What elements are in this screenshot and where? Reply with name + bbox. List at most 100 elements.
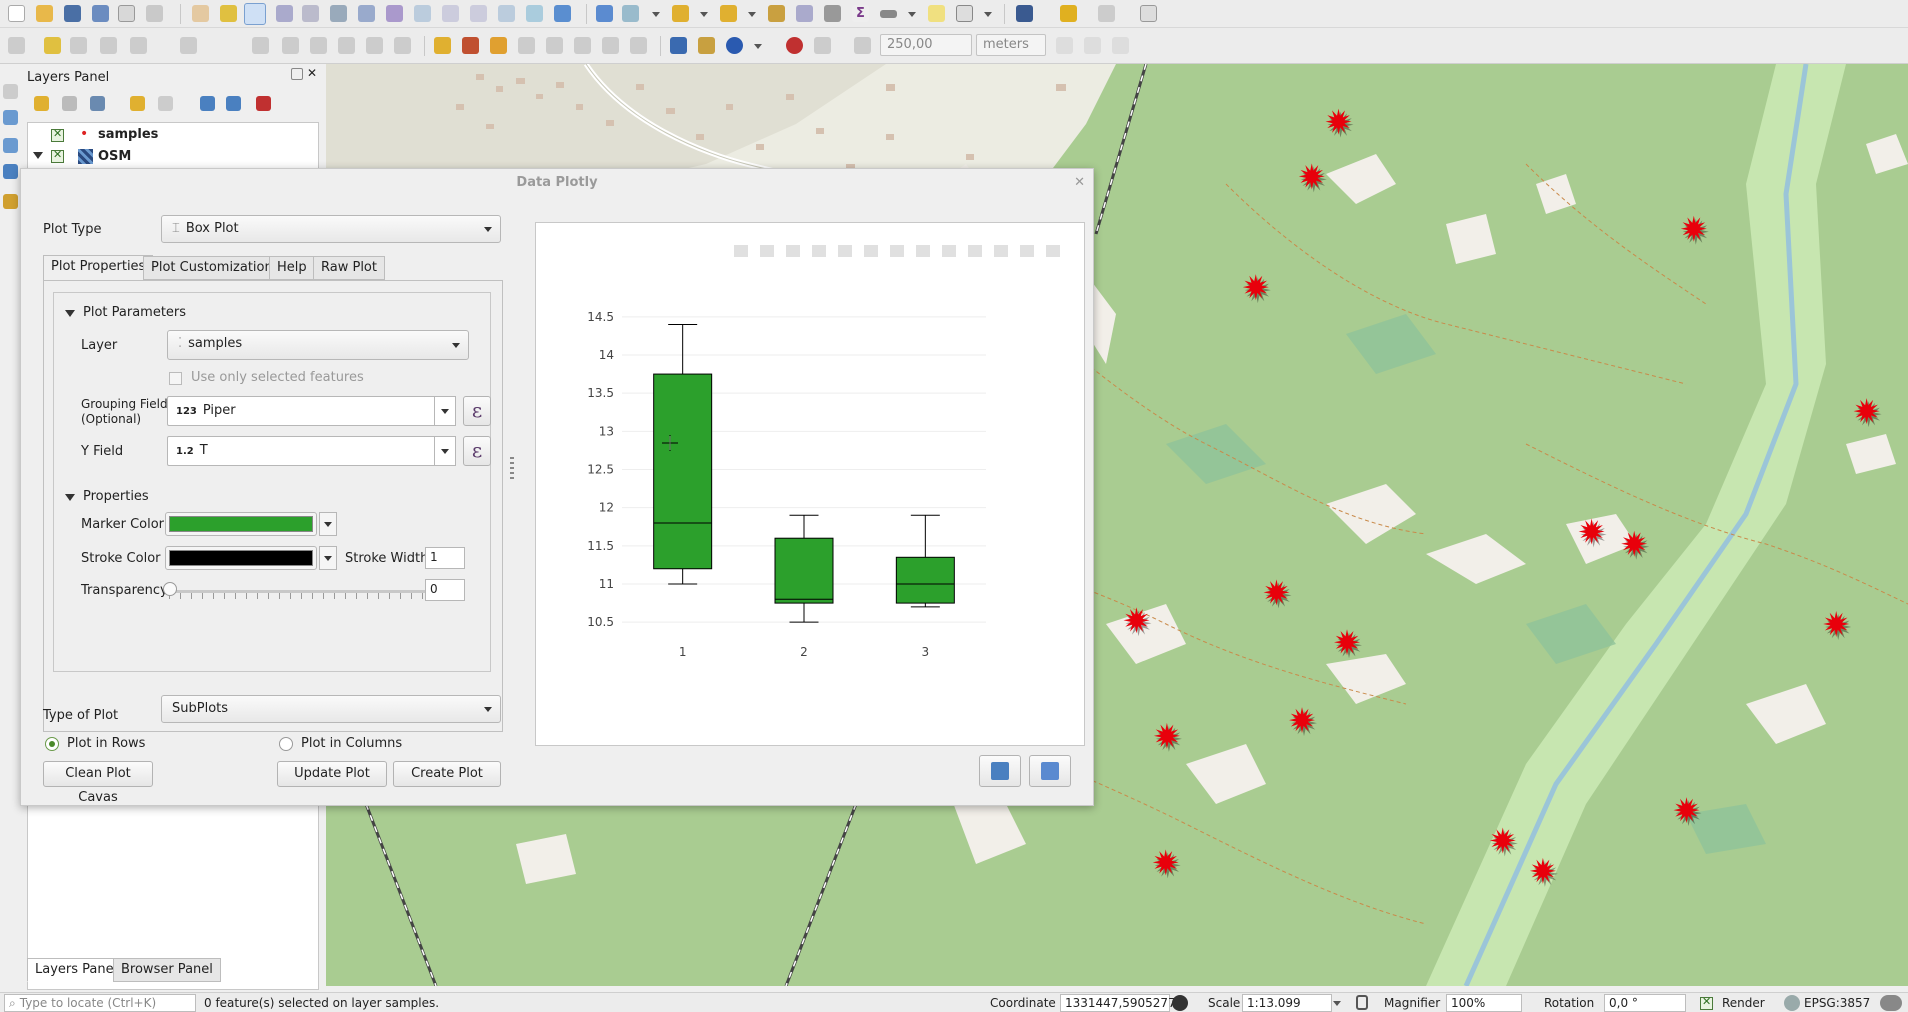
toggle-editing-icon[interactable] [44, 37, 61, 54]
manage-visibility-icon[interactable] [90, 96, 105, 111]
grouping-dropdown-button[interactable] [434, 396, 456, 426]
expand-osm-icon[interactable] [33, 152, 43, 159]
tab-browser-panel[interactable]: Browser Panel [113, 958, 221, 982]
sample-marker[interactable] [1853, 398, 1880, 425]
close-panel-icon[interactable]: ✕ [307, 66, 318, 80]
expand-all-icon[interactable] [200, 96, 215, 111]
plot-in-rows-radio[interactable] [45, 737, 59, 751]
sample-marker[interactable] [1621, 530, 1648, 557]
select-by-value-icon[interactable] [720, 5, 737, 22]
collapse-properties-icon[interactable] [65, 494, 75, 501]
stroke-width-spinbox[interactable]: 1 [425, 547, 465, 569]
zoom-rubberband-icon[interactable] [302, 5, 319, 22]
change-label-icon[interactable] [602, 37, 619, 54]
use-selected-checkbox[interactable] [169, 372, 182, 385]
remove-layer-icon[interactable] [256, 96, 271, 111]
record-icon[interactable] [786, 37, 803, 54]
select-features-icon[interactable] [672, 5, 689, 22]
buffer-icon[interactable] [854, 37, 871, 54]
save-plot-png-button[interactable] [979, 755, 1021, 787]
cut-icon[interactable] [282, 37, 299, 54]
sample-marker[interactable] [1823, 611, 1850, 637]
digitizing-icon[interactable] [8, 37, 25, 54]
filter-legend-icon[interactable] [130, 96, 145, 111]
label-pin-icon[interactable] [462, 37, 479, 54]
locator-search-input[interactable]: ⌕ Type to locate (Ctrl+K) [4, 994, 196, 1012]
map-tips-icon[interactable] [928, 5, 945, 22]
show-hide-labels-icon[interactable] [518, 37, 535, 54]
add-raster-icon[interactable] [3, 110, 18, 125]
save-plot-html-button[interactable] [1029, 755, 1071, 787]
zoom-next-icon[interactable] [470, 5, 487, 22]
marker-color-dropdown[interactable] [319, 512, 337, 536]
zoom-last-icon[interactable] [442, 5, 459, 22]
layout-manager-icon[interactable] [146, 5, 163, 22]
layer-item-osm[interactable]: OSM [98, 149, 132, 164]
coordinate-field[interactable]: 1331447,5905277 [1060, 994, 1176, 1012]
paste-icon[interactable] [338, 37, 355, 54]
redo-icon[interactable] [394, 37, 411, 54]
check-option-icon[interactable] [1112, 37, 1129, 54]
y-field-input[interactable]: 1.2 T [167, 436, 437, 466]
zoom-out-icon[interactable] [276, 5, 293, 22]
sample-marker[interactable] [1152, 849, 1179, 876]
pin-labels-icon[interactable] [630, 37, 647, 54]
layer-item-samples[interactable]: samples [98, 127, 159, 142]
measure-icon[interactable] [880, 10, 897, 18]
scale-field[interactable]: 1:13.099 [1242, 994, 1332, 1012]
offset-icon[interactable] [814, 37, 831, 54]
graph-icon[interactable] [1098, 5, 1115, 22]
close-option-icon[interactable] [1084, 37, 1101, 54]
update-plot-button[interactable]: Update Plot [277, 761, 387, 787]
tab-layers-panel[interactable]: Layers Panel [27, 958, 126, 982]
sample-marker[interactable] [1298, 163, 1325, 190]
action-icon[interactable] [622, 5, 639, 22]
sample-marker[interactable] [1489, 827, 1516, 854]
y-field-dropdown-button[interactable] [434, 436, 456, 466]
deselect-icon[interactable] [768, 5, 785, 22]
add-group-icon[interactable] [62, 96, 77, 111]
lock-scale-icon[interactable] [1356, 995, 1368, 1010]
identify-icon[interactable] [596, 5, 613, 22]
render-checkbox[interactable] [1700, 995, 1713, 1010]
units-select[interactable]: meters [976, 34, 1046, 56]
sample-marker[interactable] [1529, 857, 1556, 884]
new-project-icon[interactable] [8, 5, 25, 22]
tab-plot-properties[interactable]: Plot Properties [43, 255, 154, 281]
sample-marker[interactable] [1263, 579, 1290, 606]
grouping-expression-button[interactable]: ε [463, 396, 491, 426]
stroke-color-button[interactable] [165, 546, 317, 570]
sample-marker[interactable] [1325, 108, 1352, 135]
zoom-layer-icon[interactable] [386, 5, 403, 22]
float-panel-icon[interactable] [291, 68, 303, 80]
layer-select[interactable]: ⁚ samples [167, 330, 469, 360]
rotation-field[interactable]: 0,0 ° [1604, 994, 1686, 1012]
dialog-close-icon[interactable]: ✕ [1074, 175, 1085, 190]
python-icon[interactable] [670, 37, 687, 54]
pan-to-selection-icon[interactable] [220, 5, 237, 22]
sample-marker[interactable] [1334, 629, 1360, 656]
collapse-parameters-icon[interactable] [65, 310, 75, 317]
statistics-icon[interactable]: Σ [852, 5, 869, 22]
pan-icon[interactable] [192, 5, 209, 22]
delete-selected-icon[interactable] [252, 37, 269, 54]
zoom-selection-icon[interactable] [358, 5, 375, 22]
move-label-icon[interactable] [546, 37, 563, 54]
processing-icon[interactable] [698, 37, 715, 54]
add-db-icon[interactable] [3, 138, 18, 153]
tab-help[interactable]: Help [269, 256, 315, 280]
sample-marker[interactable] [1289, 707, 1315, 734]
save-project-icon[interactable] [64, 5, 81, 22]
history-icon[interactable] [726, 37, 743, 54]
samples-visibility-checkbox[interactable] [51, 127, 64, 142]
plugin-icon[interactable] [1060, 5, 1077, 22]
move-feature-icon[interactable] [180, 37, 197, 54]
field-calculator-icon[interactable] [824, 5, 841, 22]
bookmark-icon[interactable] [526, 5, 543, 22]
zoom-native-icon[interactable] [414, 5, 431, 22]
attribute-table-icon[interactable] [796, 5, 813, 22]
zoom-full-icon[interactable] [330, 5, 347, 22]
refresh-icon[interactable] [554, 5, 571, 22]
save-edits-icon[interactable] [70, 37, 87, 54]
